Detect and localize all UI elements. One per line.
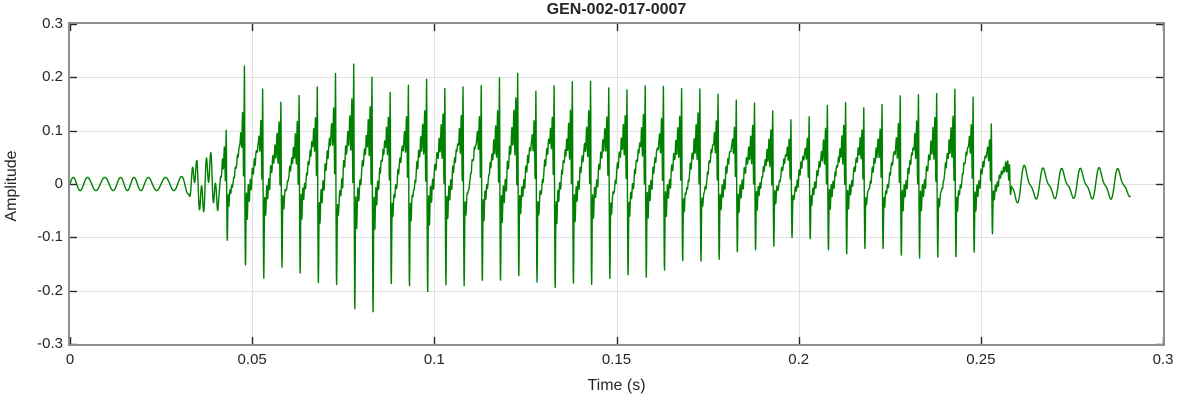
- x-tick-label: 0: [65, 351, 75, 368]
- x-axis-label: Time (s): [587, 377, 646, 394]
- y-tick-label: 0: [54, 175, 63, 192]
- y-tick-label: -0.2: [37, 281, 63, 299]
- x-tick-label: 0.1: [423, 351, 445, 368]
- x-tick-label: 0.2: [788, 351, 810, 368]
- waveform-canvas: [70, 24, 1163, 344]
- y-tick-label: 0.3: [42, 15, 63, 32]
- x-tick-label: 0.3: [1152, 351, 1174, 368]
- plot-area: [68, 22, 1165, 346]
- y-axis-label: Amplitude: [3, 150, 20, 222]
- x-tick-label: 0.25: [966, 351, 996, 368]
- chart-title: GEN-002-017-0007: [546, 1, 687, 18]
- y-tick-label: 0.1: [42, 121, 63, 139]
- x-tick-label: 0.05: [237, 351, 267, 368]
- x-tick-label: 0.15: [601, 351, 632, 368]
- y-tick-label: 0.2: [42, 68, 63, 86]
- y-tick-label: -0.3: [37, 335, 63, 352]
- y-tick-label: -0.1: [37, 228, 63, 246]
